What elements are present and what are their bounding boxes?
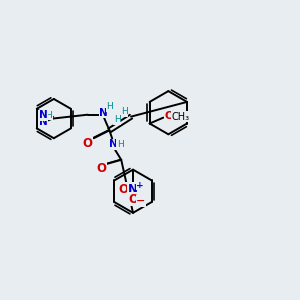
Text: O: O [97, 162, 106, 175]
Text: O: O [118, 183, 128, 196]
Text: +: + [136, 181, 144, 190]
Text: H: H [45, 111, 52, 120]
Text: N: N [109, 139, 118, 149]
Text: CH₃: CH₃ [172, 112, 190, 122]
Text: N: N [128, 183, 138, 196]
Text: O: O [83, 136, 93, 150]
Text: −: − [136, 196, 146, 206]
Text: N: N [38, 110, 47, 120]
Text: H: H [106, 102, 113, 111]
Text: O: O [165, 111, 174, 121]
Text: O: O [128, 193, 138, 206]
Text: H: H [121, 107, 128, 116]
Text: H: H [117, 140, 124, 148]
Text: N: N [99, 108, 108, 118]
Text: H: H [114, 115, 121, 124]
Text: N: N [38, 117, 47, 127]
